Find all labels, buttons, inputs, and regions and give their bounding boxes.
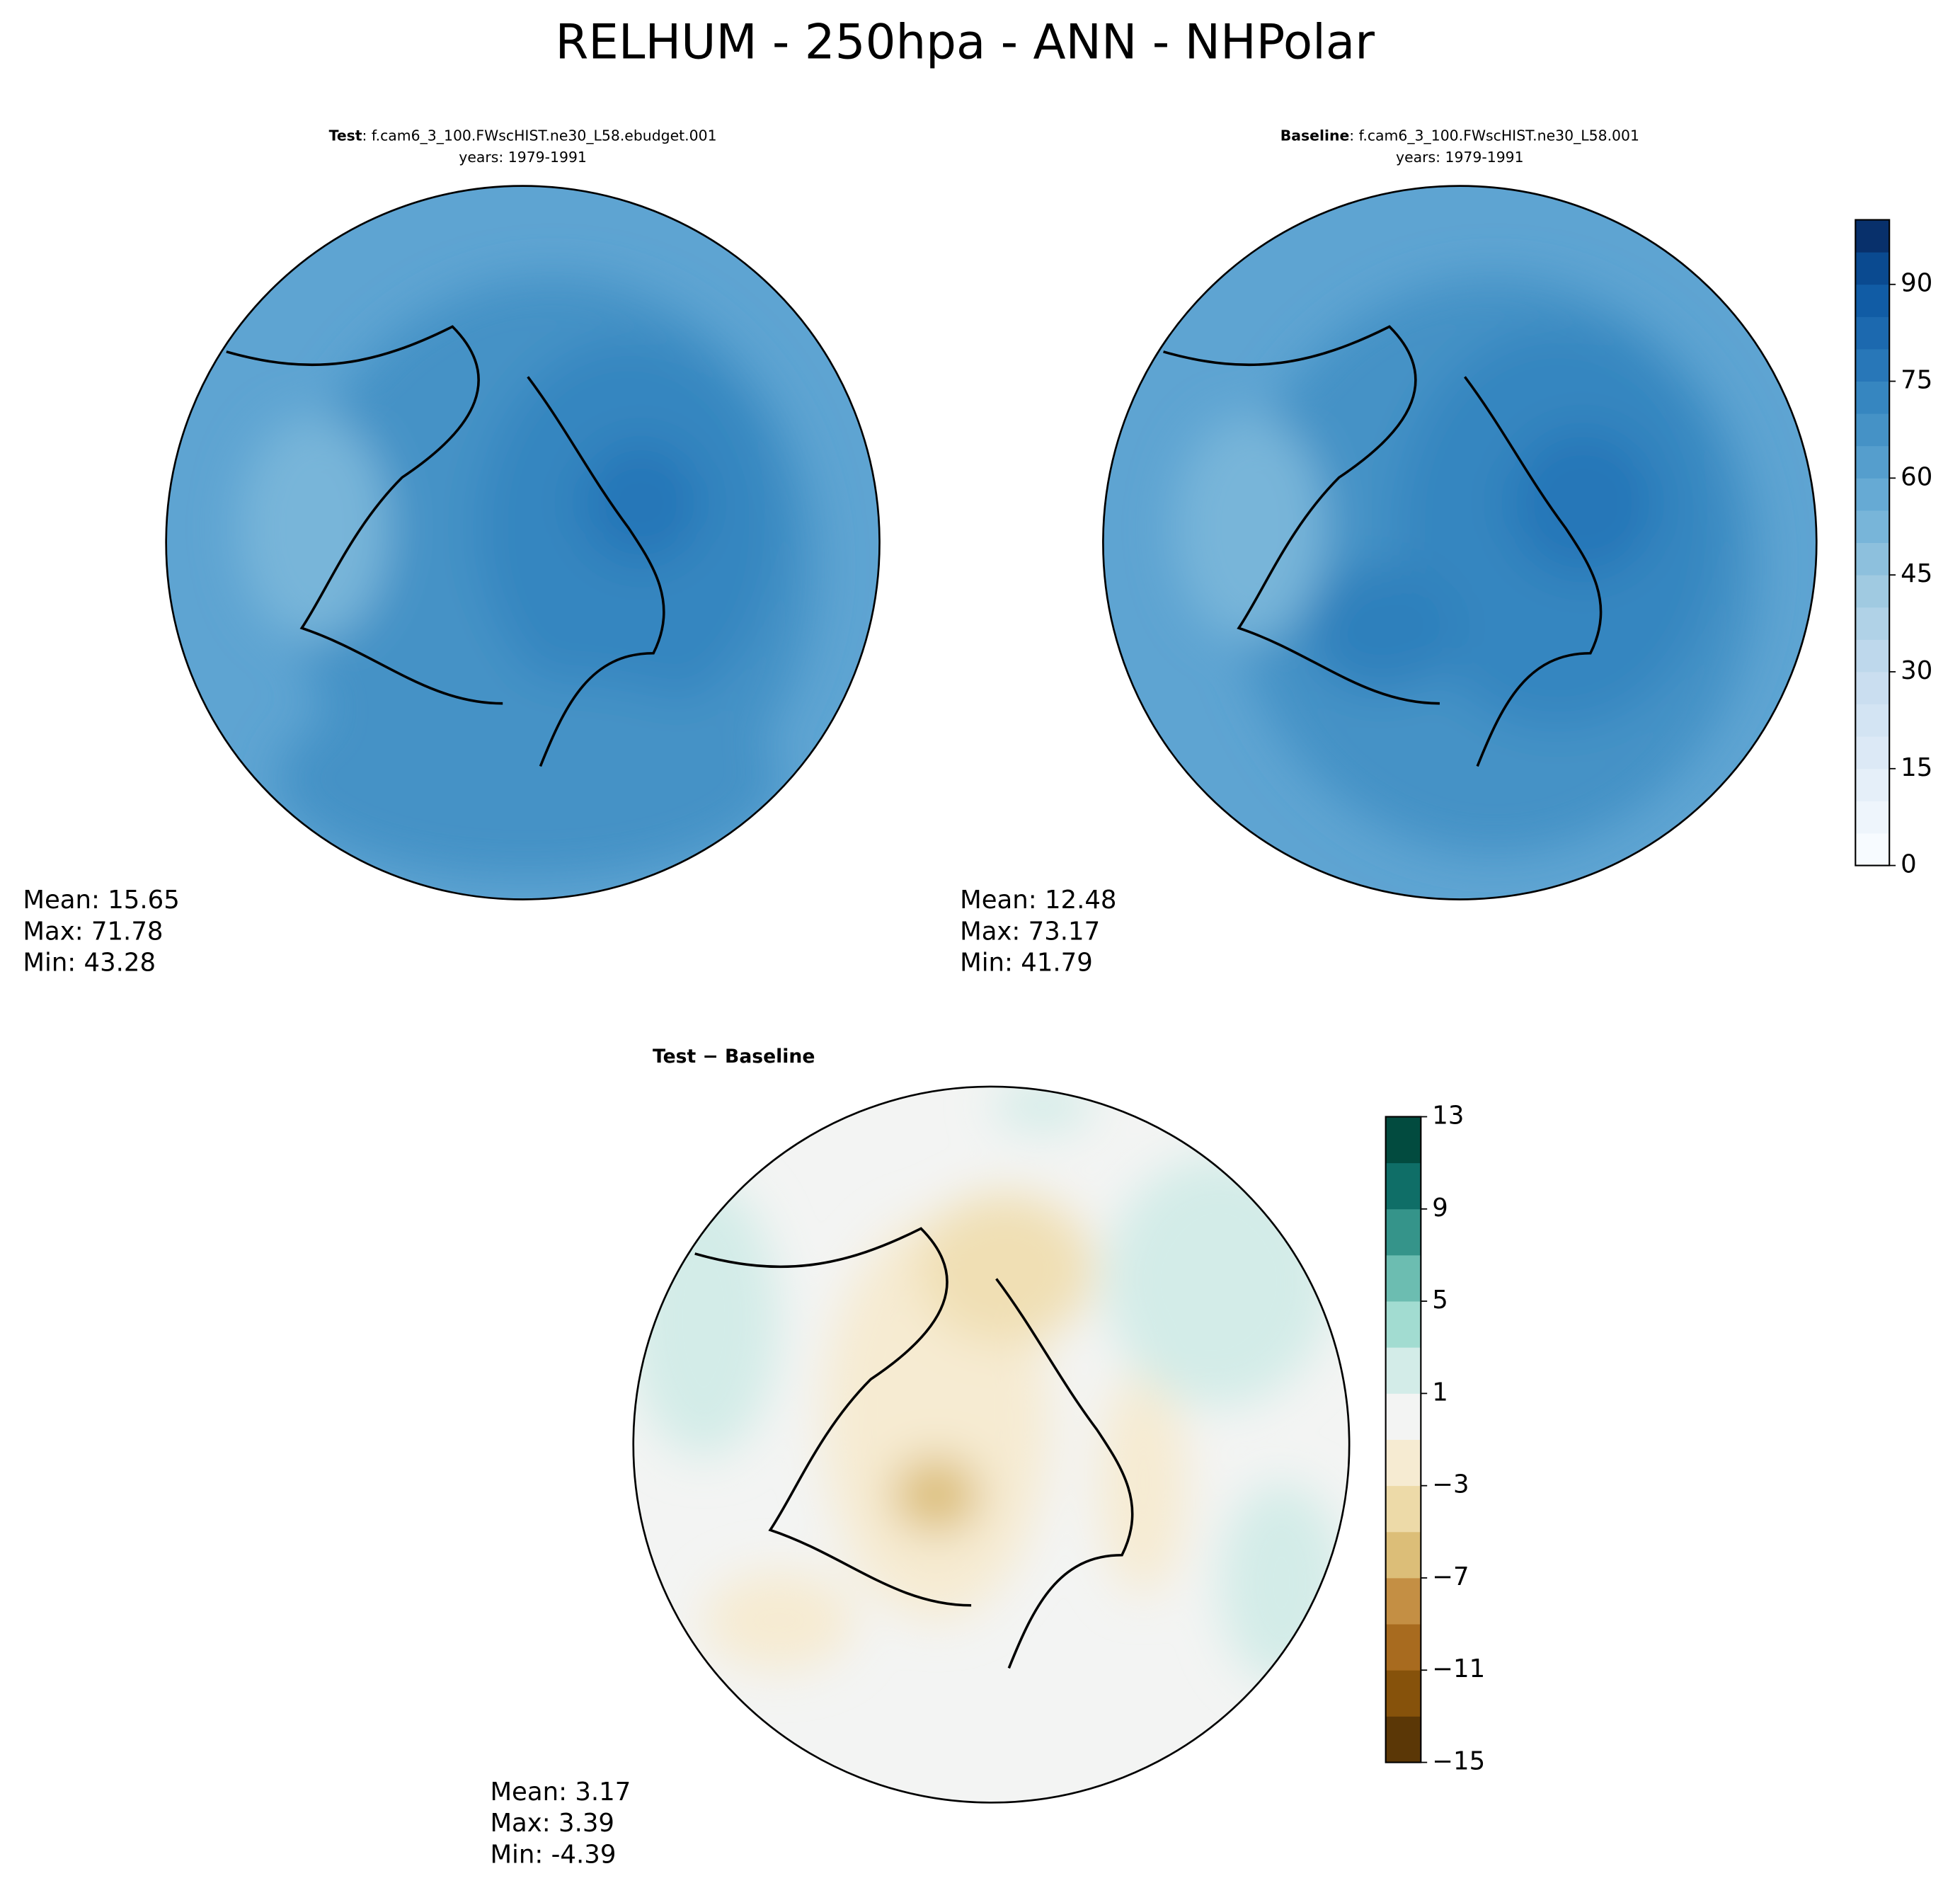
colorbar-band (1855, 736, 1890, 769)
panel-title: Test − Baseline (653, 1046, 815, 1068)
colorbar-frame (1855, 219, 1891, 866)
colorbar-band (1855, 381, 1890, 414)
colorbar-band (1855, 477, 1890, 511)
colorbar-band (1855, 607, 1890, 640)
panel-subtitle: years: 1979-1991 (459, 149, 587, 166)
colorbar-band (1855, 413, 1890, 447)
tick-label: 1 (1432, 1378, 1448, 1407)
tick-label: −15 (1432, 1747, 1485, 1776)
colorbar-band (1855, 316, 1890, 350)
tick-label: 5 (1432, 1286, 1448, 1315)
colorbar-band (1385, 1669, 1421, 1717)
colorbar-band (1385, 1531, 1421, 1579)
colorbar-band (1855, 348, 1890, 382)
stat: Mean: 12.48 (960, 886, 1116, 915)
colorbar-band (1385, 1300, 1421, 1348)
tick-label: 15 (1901, 753, 1932, 782)
tick-label: 9 (1432, 1194, 1448, 1223)
panel-title-bold: Baseline (1280, 127, 1350, 144)
map (633, 1086, 1350, 1803)
colorbar-band (1385, 1439, 1421, 1487)
tick-label: −11 (1432, 1654, 1485, 1683)
tick-label: 13 (1432, 1101, 1464, 1130)
colorbar-band (1855, 768, 1890, 801)
map (1103, 185, 1817, 900)
colorbar-band (1855, 284, 1890, 317)
colorbar-band (1855, 251, 1890, 285)
colorbar-band (1855, 445, 1890, 479)
stat: Min: 43.28 (23, 949, 156, 978)
colorbar-frame (1385, 1116, 1422, 1763)
panel-title: Baseline: f.cam6_3_100.FWscHIST.ne30_L58… (1280, 127, 1639, 145)
figure-title: RELHUM - 250hpa - ANN - NHPolar (555, 13, 1375, 69)
stat: Min: -4.39 (490, 1841, 616, 1870)
colorbar-band (1385, 1715, 1421, 1763)
colorbar-band (1385, 1346, 1421, 1394)
stat: Mean: 15.65 (23, 886, 179, 915)
panel-title-case: : f.cam6_3_100.FWscHIST.ne30_L58.001 (1349, 127, 1639, 145)
stat: Max: 3.39 (490, 1809, 614, 1838)
panel-title: Test: f.cam6_3_100.FWscHIST.ne30_L58.ebu… (329, 127, 717, 145)
tick-label: 0 (1901, 850, 1917, 879)
stat: Max: 71.78 (23, 917, 163, 946)
colorbar-band (1385, 1116, 1421, 1164)
colorbar-band (1855, 639, 1890, 673)
colorbar-band (1855, 574, 1890, 608)
colorbar-band (1385, 1623, 1421, 1671)
panel-title-bold: Test (329, 127, 362, 144)
colorbar-band (1855, 542, 1890, 576)
stat: Min: 41.79 (960, 949, 1093, 978)
colorbar-band (1855, 219, 1890, 253)
map (166, 185, 880, 900)
panel-subtitle: years: 1979-1991 (1396, 149, 1524, 166)
tick-label: 60 (1901, 462, 1932, 491)
tick-label: 30 (1901, 656, 1932, 685)
colorbar-band (1385, 1162, 1421, 1210)
colorbar-band (1385, 1577, 1421, 1625)
colorbar-band (1855, 704, 1890, 737)
colorbar-band (1385, 1208, 1421, 1256)
colorbar-band (1385, 1485, 1421, 1533)
panel-title-case: : f.cam6_3_100.FWscHIST.ne30_L58.ebudget… (362, 127, 717, 145)
tick-label: −3 (1432, 1470, 1469, 1499)
tick-label: 90 (1901, 269, 1932, 298)
colorbar-band (1855, 671, 1890, 705)
colorbar-band (1855, 510, 1890, 544)
stat: Mean: 3.17 (490, 1778, 631, 1807)
tick-label: 75 (1901, 366, 1932, 395)
tick-label: −7 (1432, 1562, 1469, 1591)
colorbar-band (1855, 833, 1890, 866)
colorbar-band (1385, 1254, 1421, 1302)
tick-label: 45 (1901, 559, 1932, 588)
colorbar-band (1855, 800, 1890, 834)
stat: Max: 73.17 (960, 917, 1100, 946)
colorbar-band (1385, 1392, 1421, 1440)
